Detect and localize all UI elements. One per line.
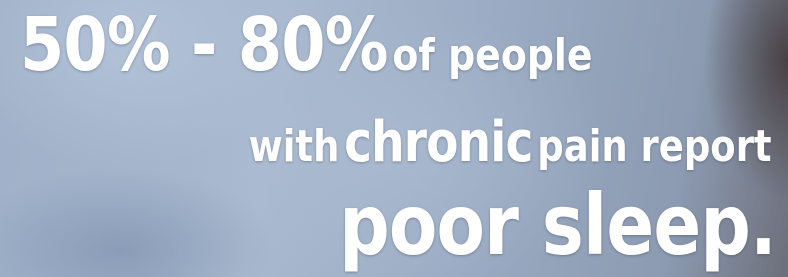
headline-emphasis: poor sleep. bbox=[339, 176, 776, 274]
headline-line: 50% - 80% of people bbox=[20, 2, 593, 88]
headline-text: of people bbox=[392, 30, 592, 81]
headline-text: with bbox=[249, 121, 340, 172]
headline-line: poor sleep. bbox=[339, 176, 776, 274]
stat-range: 50% - 80% bbox=[20, 2, 388, 88]
headline-text: pain report bbox=[538, 121, 772, 172]
headline-line: with chronic pain report bbox=[249, 110, 772, 175]
infographic: 50% - 80% of people with chronic pain re… bbox=[0, 0, 788, 277]
headline-emphasis: chronic bbox=[345, 110, 534, 175]
